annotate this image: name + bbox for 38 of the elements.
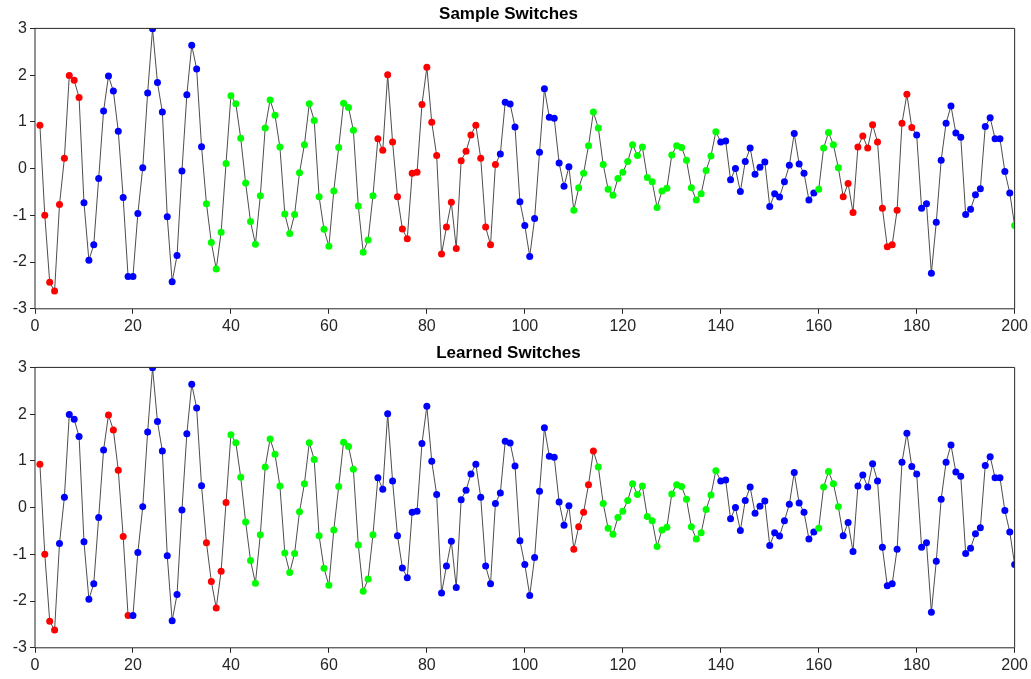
x-tick-label: 100	[511, 655, 539, 673]
y-tick-label: 0	[18, 498, 28, 516]
x-tick-label: 200	[1001, 655, 1029, 673]
chart-title: Learned Switches	[436, 342, 581, 362]
x-tick-label: 100	[511, 316, 539, 334]
x-tick-label: 20	[124, 316, 142, 334]
x-tick-label: 60	[320, 316, 338, 334]
y-tick-label: 2	[18, 404, 28, 422]
x-tick-label: 0	[30, 655, 40, 673]
x-tick-label: 200	[1001, 316, 1029, 334]
y-tick-label: -3	[12, 638, 28, 656]
x-tick-label: 80	[417, 316, 436, 334]
y-tick-label: -1	[12, 544, 28, 562]
x-tick-label: 160	[805, 316, 833, 334]
x-tick-label: 180	[903, 655, 931, 673]
y-tick-label: -2	[12, 591, 28, 609]
y-tick-label: -3	[12, 299, 28, 317]
y-tick-label: 3	[18, 357, 28, 375]
y-tick-label: -2	[12, 252, 28, 270]
y-tick-label: -1	[12, 205, 28, 223]
x-tick-label: 140	[707, 655, 735, 673]
x-tick-label: 20	[124, 655, 142, 673]
x-tick-label: 60	[320, 655, 338, 673]
x-tick-label: 180	[903, 316, 931, 334]
x-tick-label: 160	[805, 655, 833, 673]
y-tick-label: 1	[18, 451, 28, 469]
y-tick-label: 2	[18, 65, 28, 83]
x-tick-label: 120	[609, 316, 637, 334]
x-tick-label: 40	[222, 316, 240, 334]
y-tick-label: 1	[18, 112, 28, 130]
y-tick-label: 3	[18, 18, 28, 36]
x-tick-label: 0	[30, 316, 40, 334]
y-tick-label: 0	[18, 159, 28, 177]
x-tick-label: 120	[609, 655, 637, 673]
x-tick-label: 40	[222, 655, 240, 673]
chart-title: Sample Switches	[439, 3, 578, 23]
x-tick-label: 140	[707, 316, 735, 334]
x-tick-label: 80	[417, 655, 436, 673]
